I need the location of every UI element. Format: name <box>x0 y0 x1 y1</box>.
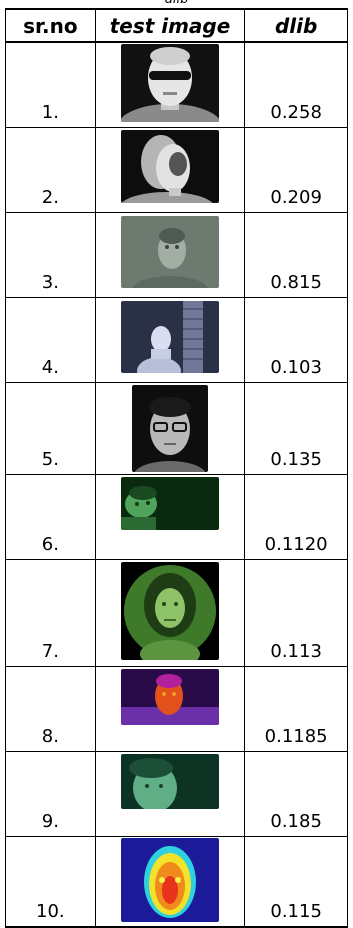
night-vision-green-woman-image <box>121 754 219 809</box>
table-caption: dlib <box>0 0 353 7</box>
header-dlib: dlib <box>244 8 348 43</box>
infrared-face-glasses-image <box>132 385 208 472</box>
image-cell <box>94 127 246 213</box>
srno-cell: 5. <box>5 382 96 475</box>
dlib-score-cell: 0.185 <box>244 751 348 837</box>
thermal-face-sunglasses-image <box>121 44 219 122</box>
dlib-score-cell: 0.103 <box>244 297 348 383</box>
thermal-face-woman-image <box>121 130 219 203</box>
dlib-score-cell: 0.113 <box>244 559 348 667</box>
table-row: 4. 0 <box>5 297 348 383</box>
header-srno: sr.no <box>5 8 96 43</box>
image-cell <box>94 297 246 383</box>
image-cell <box>94 212 246 298</box>
srno-cell: 6. <box>5 474 96 560</box>
srno-cell: 8. <box>5 666 96 752</box>
dlib-score-cell: 0.1120 <box>244 474 348 560</box>
thermal-rainbow-face-image <box>121 838 219 922</box>
table-row: 9. 0.185 <box>5 751 348 837</box>
night-cctv-person-brick-wall-image <box>121 301 219 373</box>
table-row: 7. 0.113 <box>5 559 348 667</box>
srno-cell: 1. <box>5 41 96 128</box>
table-row: 10. 0.115 <box>5 836 348 928</box>
image-cell <box>94 559 246 667</box>
table-row: 3. 0.815 <box>5 212 348 298</box>
thermal-false-color-face-image <box>121 669 219 725</box>
dlib-score-cell: 0.209 <box>244 127 348 213</box>
dlib-score-cell: 0.258 <box>244 41 348 128</box>
srno-cell: 2. <box>5 127 96 213</box>
srno-cell: 3. <box>5 212 96 298</box>
table-row: 8. 0.1185 <box>5 666 348 752</box>
image-cell <box>94 666 246 752</box>
dlib-score-cell: 0.1185 <box>244 666 348 752</box>
table-row: 5. 0.135 <box>5 382 348 475</box>
image-cell <box>94 751 246 837</box>
header-test-image: test image <box>94 8 246 43</box>
image-cell <box>94 41 246 128</box>
srno-cell: 9. <box>5 751 96 837</box>
night-vision-scope-woman-image <box>121 562 219 660</box>
image-cell <box>94 382 246 475</box>
table-row: 6. 0.1120 <box>5 474 348 560</box>
dlib-score-cell: 0.115 <box>244 836 348 928</box>
srno-cell: 7. <box>5 559 96 667</box>
image-cell <box>94 474 246 560</box>
results-table: sr.no test image dlib 1. <box>5 8 348 928</box>
dlib-score-cell: 0.815 <box>244 212 348 298</box>
srno-cell: 4. <box>5 297 96 383</box>
table-row: 2. 0.209 <box>5 127 348 213</box>
srno-cell: 10. <box>5 836 96 928</box>
header-row: sr.no test image dlib <box>5 8 348 43</box>
dlib-score-cell: 0.135 <box>244 382 348 475</box>
night-vision-face-gray-image <box>121 216 219 288</box>
table-row: 1. 0.258 <box>5 41 348 128</box>
image-cell <box>94 836 246 928</box>
night-vision-green-face-image <box>121 477 219 530</box>
